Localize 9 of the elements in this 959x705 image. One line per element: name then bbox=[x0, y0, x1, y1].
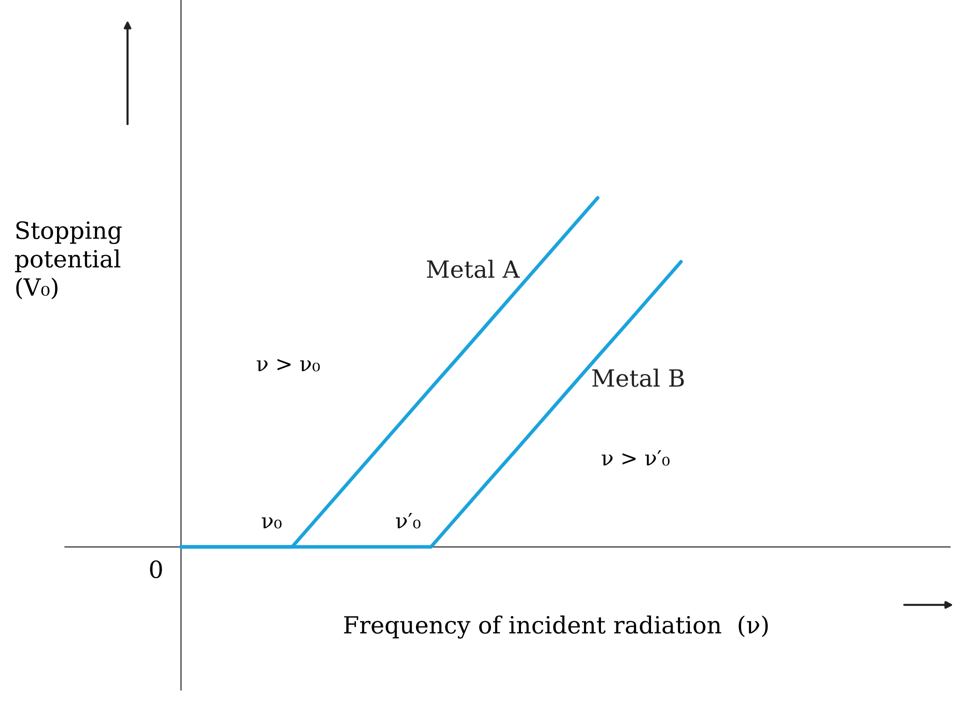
annotation: ν > ν₀ bbox=[256, 359, 320, 372]
annotation: ν > ν′₀ bbox=[602, 450, 670, 466]
y-axis-title: Stopping potential (V₀) bbox=[15, 221, 122, 300]
annotation: ν₀ bbox=[262, 517, 282, 528]
series-label: Metal A bbox=[426, 260, 520, 278]
annotation: ν′₀ bbox=[396, 513, 420, 528]
x-axis-title: Frequency of incident radiation (ν) bbox=[344, 615, 768, 639]
text: 0 bbox=[150, 560, 162, 578]
series-label: Metal B bbox=[592, 368, 684, 387]
